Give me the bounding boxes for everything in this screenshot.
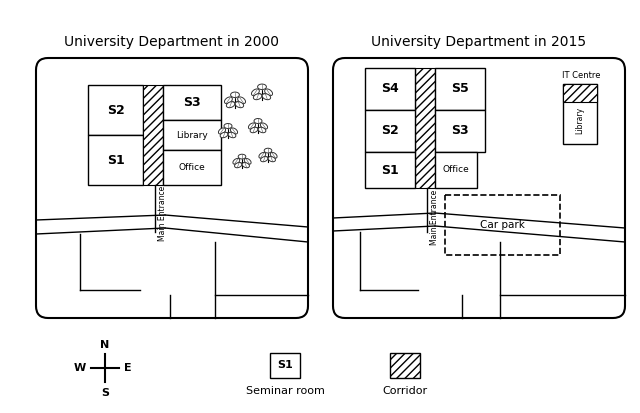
- Ellipse shape: [228, 132, 236, 138]
- Bar: [270, 353, 300, 378]
- Ellipse shape: [220, 132, 228, 138]
- Ellipse shape: [270, 152, 277, 158]
- Text: S1: S1: [381, 164, 399, 176]
- Text: S: S: [101, 388, 109, 398]
- Text: N: N: [100, 340, 109, 350]
- Bar: [563, 84, 597, 144]
- Bar: [143, 85, 163, 185]
- Ellipse shape: [230, 92, 239, 97]
- Bar: [435, 110, 485, 152]
- Bar: [563, 84, 597, 102]
- Bar: [88, 85, 143, 135]
- Ellipse shape: [258, 127, 266, 133]
- Text: S1: S1: [107, 154, 124, 166]
- Ellipse shape: [260, 123, 268, 129]
- Text: S1: S1: [277, 360, 293, 370]
- Bar: [390, 353, 420, 378]
- Text: University Department in 2000: University Department in 2000: [65, 35, 280, 49]
- Ellipse shape: [259, 152, 266, 158]
- Text: S4: S4: [381, 83, 399, 95]
- Ellipse shape: [230, 128, 237, 134]
- Text: University Department in 2015: University Department in 2015: [371, 35, 587, 49]
- Text: Library: Library: [176, 131, 208, 140]
- Ellipse shape: [238, 154, 246, 159]
- Ellipse shape: [234, 163, 242, 168]
- Bar: [365, 110, 415, 152]
- Text: Seminar room: Seminar room: [246, 386, 324, 396]
- FancyBboxPatch shape: [333, 58, 625, 318]
- Text: E: E: [124, 363, 132, 373]
- Text: W: W: [74, 363, 86, 373]
- Text: Office: Office: [443, 166, 469, 175]
- Bar: [88, 135, 143, 185]
- Ellipse shape: [224, 123, 232, 128]
- Bar: [415, 68, 435, 188]
- Bar: [365, 152, 415, 188]
- Bar: [435, 68, 485, 110]
- Text: Office: Office: [179, 162, 205, 171]
- Bar: [163, 85, 221, 120]
- Ellipse shape: [253, 94, 262, 100]
- Text: Corridor: Corridor: [383, 386, 428, 396]
- Ellipse shape: [225, 97, 232, 104]
- Text: S5: S5: [451, 83, 469, 95]
- Ellipse shape: [265, 89, 273, 96]
- Text: S3: S3: [451, 124, 469, 138]
- Ellipse shape: [244, 159, 251, 164]
- Text: Main Entrance: Main Entrance: [158, 186, 167, 241]
- Ellipse shape: [260, 157, 268, 162]
- Ellipse shape: [248, 123, 255, 129]
- Ellipse shape: [268, 157, 275, 162]
- Text: IT Centre: IT Centre: [562, 71, 600, 81]
- Ellipse shape: [237, 97, 246, 104]
- Bar: [365, 68, 415, 110]
- Ellipse shape: [264, 148, 272, 153]
- Text: Main Entrance: Main Entrance: [430, 190, 439, 245]
- Ellipse shape: [258, 84, 266, 90]
- Ellipse shape: [242, 163, 250, 168]
- Bar: [435, 152, 477, 188]
- Text: Library: Library: [575, 107, 584, 133]
- Bar: [163, 120, 221, 150]
- Text: Car park: Car park: [479, 220, 524, 230]
- Ellipse shape: [254, 119, 262, 123]
- Bar: [163, 150, 221, 185]
- Text: S3: S3: [183, 95, 201, 109]
- Ellipse shape: [235, 102, 244, 108]
- Ellipse shape: [227, 102, 235, 108]
- Ellipse shape: [262, 94, 271, 100]
- Ellipse shape: [252, 89, 259, 96]
- FancyBboxPatch shape: [36, 58, 308, 318]
- Ellipse shape: [218, 128, 225, 134]
- Bar: [445, 195, 560, 255]
- Ellipse shape: [233, 159, 240, 164]
- Text: S2: S2: [381, 124, 399, 138]
- Ellipse shape: [250, 127, 258, 133]
- Text: S2: S2: [107, 104, 124, 116]
